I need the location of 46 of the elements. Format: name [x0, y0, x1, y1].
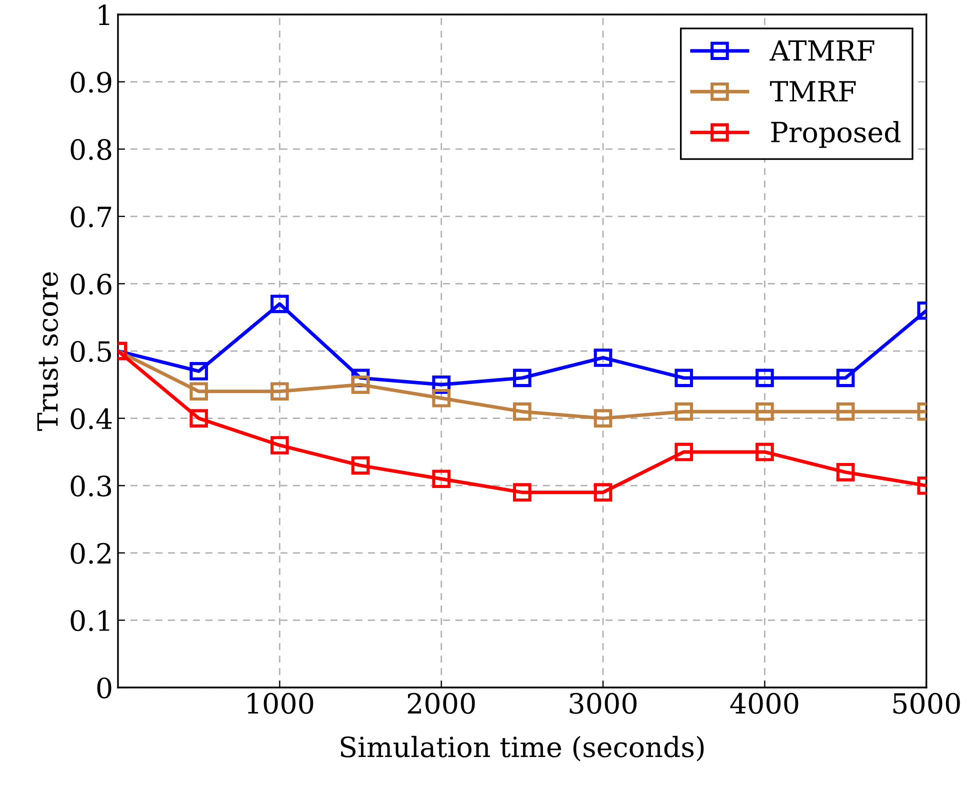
x-tick-label: 2000	[408, 692, 475, 714]
point	[674, 368, 694, 388]
x-tick-label: 5000	[893, 692, 960, 714]
y-tick-label: 0	[97, 677, 112, 698]
point	[513, 402, 532, 421]
y-tick-label: 0.4	[70, 408, 112, 430]
point	[674, 442, 694, 462]
y-tick-label: 0.6	[70, 274, 112, 295]
y-tick-label: 0.8	[70, 139, 112, 160]
y-tick-label: 0.2	[70, 542, 110, 564]
y-tick-label: 0.7	[70, 206, 112, 228]
point	[594, 409, 612, 428]
point	[836, 402, 855, 421]
y-tick-label: 0.1	[70, 610, 110, 632]
point	[756, 368, 774, 388]
point	[836, 368, 855, 388]
point	[674, 402, 694, 421]
point	[594, 348, 612, 367]
y-tick-label: 1	[98, 4, 110, 26]
point	[836, 462, 855, 482]
y-tick-label: 0.9	[70, 72, 112, 93]
point	[190, 362, 208, 380]
legend-label: Proposed	[771, 121, 901, 148]
point	[513, 368, 532, 388]
point	[594, 483, 612, 502]
point	[432, 388, 451, 408]
legend-label: ATMRF	[770, 40, 874, 61]
x-tick-label: 3000	[570, 692, 637, 714]
y-axis-title: Trust score	[37, 272, 58, 431]
point	[351, 456, 370, 475]
point	[270, 382, 289, 401]
point	[756, 442, 774, 462]
point	[270, 436, 289, 454]
x-tick-label: 4000	[730, 692, 798, 714]
y-tick-label: 0.3	[70, 476, 112, 497]
point	[270, 294, 289, 314]
legend-label: TMRF	[770, 81, 856, 102]
point	[190, 382, 208, 401]
point	[756, 402, 774, 421]
point	[432, 470, 451, 488]
x-tick-label: 1000	[248, 692, 314, 714]
point	[351, 375, 370, 394]
point	[513, 483, 532, 502]
y-tick-label: 0.5	[70, 340, 111, 362]
point	[190, 409, 208, 428]
x-axis-title: Simulation time (seconds)	[340, 736, 704, 762]
